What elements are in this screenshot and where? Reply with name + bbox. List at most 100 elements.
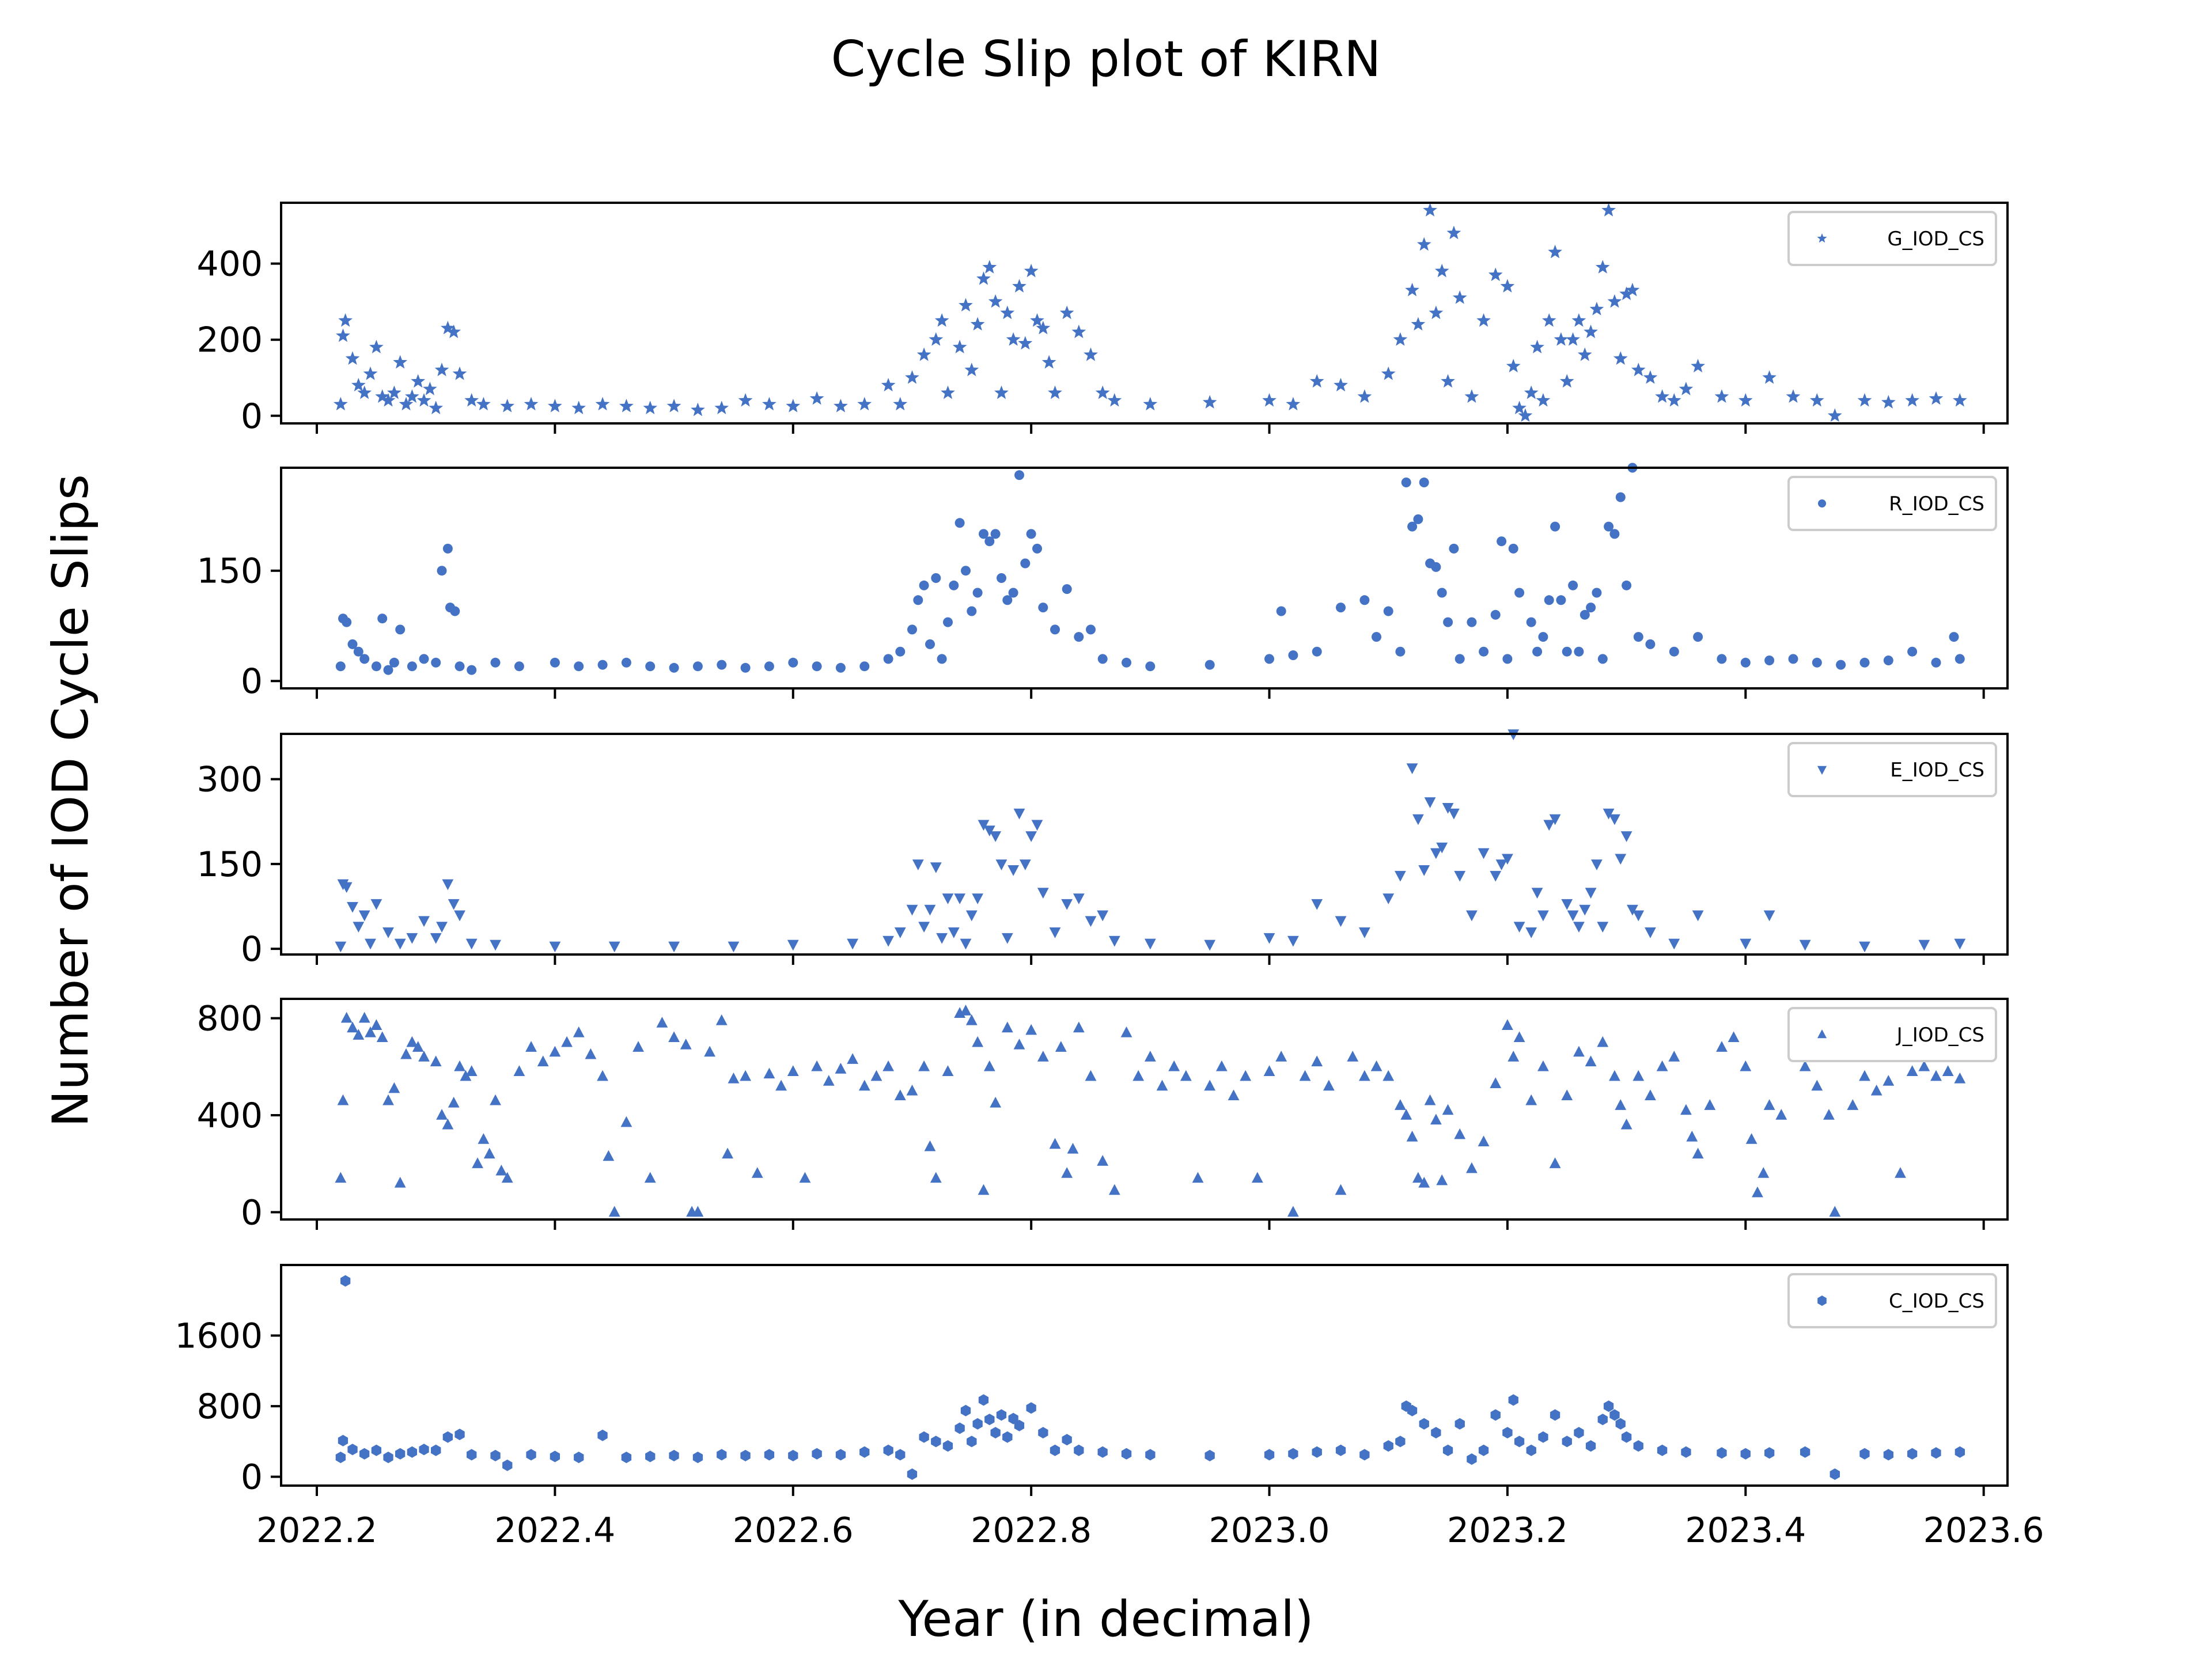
data-point [419,654,429,664]
data-point [994,385,1009,399]
data-point [1132,1070,1145,1081]
data-point [984,1414,995,1426]
data-point [894,1089,906,1101]
data-point [358,1012,370,1023]
data-point [1717,1447,1727,1459]
data-point [1764,656,1775,665]
data-point [1036,320,1051,335]
data-point [1050,624,1060,635]
data-point [1633,632,1643,642]
data-point [1829,1206,1841,1217]
chart-title: Cycle Slip plot of KIRN [831,31,1381,88]
data-point [1020,558,1031,569]
legend: R_IOD_CS [1787,476,1997,531]
data-point [1041,355,1056,369]
data-point [454,1429,465,1441]
data-point [336,328,350,342]
data-point [1202,395,1217,409]
data-point [1786,389,1801,403]
data-point [1107,393,1122,407]
data-point [1574,1427,1584,1439]
y-tick-label: 800 [196,1387,263,1427]
data-point [388,1082,400,1093]
data-point [363,366,378,380]
data-point [353,646,363,657]
data-point [550,1450,560,1463]
data-point [357,385,372,399]
data-point [1603,1400,1614,1412]
data-point [1406,1130,1418,1142]
legend: C_IOD_CS [1787,1273,1997,1328]
data-point [1436,842,1448,854]
data-point [1287,1206,1299,1217]
legend-marker [1818,499,1826,507]
data-point [883,654,893,664]
data-point [375,389,389,403]
data-point [960,1404,971,1416]
data-point [1312,646,1322,657]
data-point [1513,922,1525,933]
data-point [1881,395,1896,409]
data-point [1442,802,1454,814]
y-tick-label: 150 [196,551,263,592]
x-tick-label: 2023.0 [1209,1510,1330,1551]
data-point [924,1140,936,1152]
y-tick-label: 300 [196,760,263,800]
data-point [1633,1440,1643,1452]
data-point [1000,305,1015,319]
data-point [1918,940,1930,951]
data-point [1823,1109,1835,1120]
data-point [1311,899,1323,910]
data-point [1561,1089,1573,1101]
data-point [365,938,376,950]
data-point [1601,203,1616,217]
data-point [936,933,948,944]
data-point [1559,374,1574,388]
legend-box [1787,1273,1997,1328]
data-point [1621,1431,1632,1443]
data-point [467,1449,477,1461]
data-point [847,1053,859,1064]
data-point [1455,1418,1465,1430]
data-point [1609,1070,1620,1081]
data-point [383,1452,393,1463]
data-point [1514,588,1525,598]
data-point [1883,1075,1895,1086]
data-point [525,1041,537,1052]
data-point [1419,1418,1429,1430]
data-point [597,1070,608,1081]
data-point [1382,1070,1395,1081]
data-point [961,566,971,576]
data-point [1488,267,1503,281]
data-point [500,399,515,412]
data-point [1424,1094,1436,1105]
data-point [691,402,705,416]
subplot-g_iod_cs: 0 200 400 G_IOD_CS [196,202,2009,437]
data-point [1550,1409,1560,1421]
data-point [930,1172,942,1183]
data-point [1586,603,1596,613]
data-point [347,1021,358,1033]
data-point [1603,808,1615,820]
data-point [1554,332,1569,346]
data-point [335,941,347,953]
data-point [632,1041,644,1052]
data-point [692,1452,703,1463]
data-point [835,1449,846,1461]
data-point [335,1172,347,1183]
data-point [1656,1060,1668,1071]
data-point [984,536,995,547]
data-point [1643,370,1658,384]
data-point [1405,282,1419,297]
data-point [738,393,753,407]
data-point [1502,1019,1513,1030]
data-point [1532,646,1543,657]
data-point [621,657,631,668]
data-points [335,1005,1966,1217]
data-point [870,1070,882,1081]
data-point [1633,910,1645,922]
data-point [1728,1031,1740,1043]
legend-box [1787,476,1997,531]
data-point [1108,935,1120,947]
subplot-r_iod_cs: 0 150 R_IOD_CS [196,463,2009,702]
